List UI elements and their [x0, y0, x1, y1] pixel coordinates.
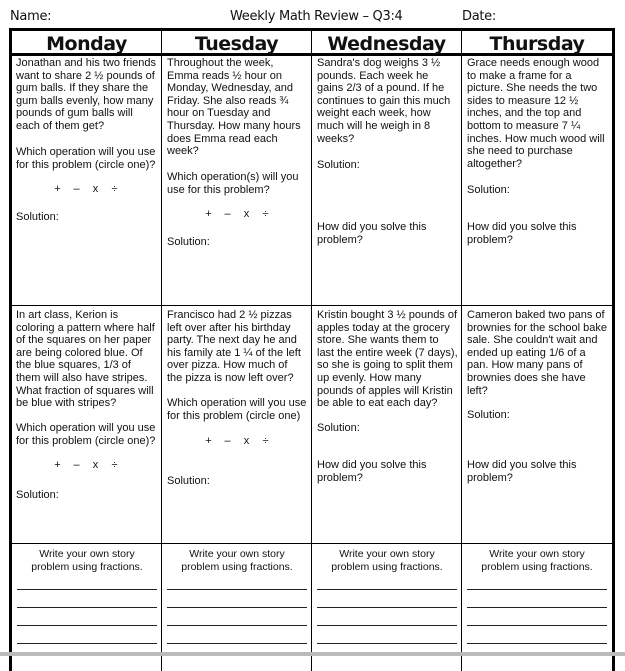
day-monday: Monday [46, 33, 127, 55]
worksheet-title: Weekly Math Review – Q3:4 [230, 9, 403, 24]
day-tuesday: Tuesday [194, 33, 279, 55]
op-divide[interactable]: ÷ [262, 208, 269, 220]
solution-label: Solution: [467, 184, 510, 196]
op-divide[interactable]: ÷ [262, 435, 269, 447]
operation-question: Which operation will you use for this pr… [16, 422, 156, 447]
op-minus[interactable]: – [73, 183, 80, 195]
weekly-table: Monday Tuesday Wednesday Thursday Jonath… [9, 28, 615, 671]
op-divide[interactable]: ÷ [111, 183, 118, 195]
writing-line[interactable] [317, 607, 457, 608]
solution-label: Solution: [16, 211, 59, 223]
problem-text: Francisco had 2 ½ pizzas left over after… [167, 309, 301, 384]
operation-question: Which operation(s) will you use for this… [167, 171, 299, 196]
writing-line[interactable] [167, 607, 307, 608]
how-solved-label: How did you solve this problem? [467, 459, 577, 484]
writing-line[interactable] [317, 625, 457, 626]
op-plus[interactable]: + [54, 459, 61, 471]
own-problem-prompt: Write your own story problem using fract… [481, 548, 593, 573]
writing-line[interactable] [467, 643, 607, 644]
own-problem-prompt: Write your own story problem using fract… [331, 548, 443, 573]
op-plus[interactable]: + [205, 208, 212, 220]
writing-line[interactable] [167, 625, 307, 626]
writing-line[interactable] [17, 607, 157, 608]
solution-label: Solution: [167, 475, 210, 487]
problem-text: Cameron baked two pans of brownies for t… [467, 309, 608, 397]
solution-label: Solution: [317, 159, 360, 171]
operation-question: Which operation will you use for this pr… [167, 397, 307, 422]
op-times[interactable]: x [92, 183, 99, 195]
problem-text: In art class, Kerion is coloring a patte… [16, 309, 155, 410]
own-problem-prompt: Write your own story problem using fract… [31, 548, 143, 573]
writing-line[interactable] [317, 589, 457, 590]
writing-line[interactable] [167, 643, 307, 644]
problem-text: Kristin bought 3 ½ pounds of apples toda… [317, 309, 458, 410]
day-wednesday: Wednesday [327, 33, 446, 55]
name-label: Name: [10, 9, 52, 24]
writing-line[interactable] [467, 589, 607, 590]
writing-line[interactable] [317, 643, 457, 644]
op-minus[interactable]: – [224, 208, 231, 220]
problem-text: Jonathan and his two friends want to sha… [16, 57, 157, 132]
how-solved-label: How did you solve this problem? [317, 459, 427, 484]
op-minus[interactable]: – [224, 435, 231, 447]
op-minus[interactable]: – [73, 459, 80, 471]
solution-label: Solution: [167, 236, 210, 248]
problem-text: Sandra's dog weighs 3 ½ pounds. Each wee… [317, 57, 451, 145]
writing-line[interactable] [17, 589, 157, 590]
writing-line[interactable] [17, 643, 157, 644]
day-thursday: Thursday [489, 33, 585, 55]
operation-choices: + – x ÷ [199, 208, 275, 220]
op-plus[interactable]: + [54, 183, 61, 195]
operation-choices: + – x ÷ [48, 459, 124, 471]
writing-line[interactable] [467, 607, 607, 608]
writing-line[interactable] [167, 589, 307, 590]
own-problem-prompt: Write your own story problem using fract… [181, 548, 293, 573]
how-solved-label: How did you solve this problem? [317, 221, 427, 246]
problem-text: Grace needs enough wood to make a frame … [467, 57, 605, 170]
op-divide[interactable]: ÷ [111, 459, 118, 471]
writing-line[interactable] [467, 625, 607, 626]
solution-label: Solution: [317, 422, 360, 434]
operation-question: Which operation will you use for this pr… [16, 146, 156, 171]
page-bottom-edge [0, 652, 625, 656]
writing-line[interactable] [17, 625, 157, 626]
how-solved-label: How did you solve this problem? [467, 221, 577, 246]
op-plus[interactable]: + [205, 435, 212, 447]
problem-text: Throughout the week, Emma reads ½ hour o… [167, 57, 301, 158]
operation-choices: + – x ÷ [48, 183, 124, 195]
date-label: Date: [462, 9, 496, 24]
op-times[interactable]: x [243, 435, 250, 447]
solution-label: Solution: [467, 409, 510, 421]
solution-label: Solution: [16, 489, 59, 501]
op-times[interactable]: x [92, 459, 99, 471]
op-times[interactable]: x [243, 208, 250, 220]
operation-choices: + – x ÷ [199, 435, 275, 447]
